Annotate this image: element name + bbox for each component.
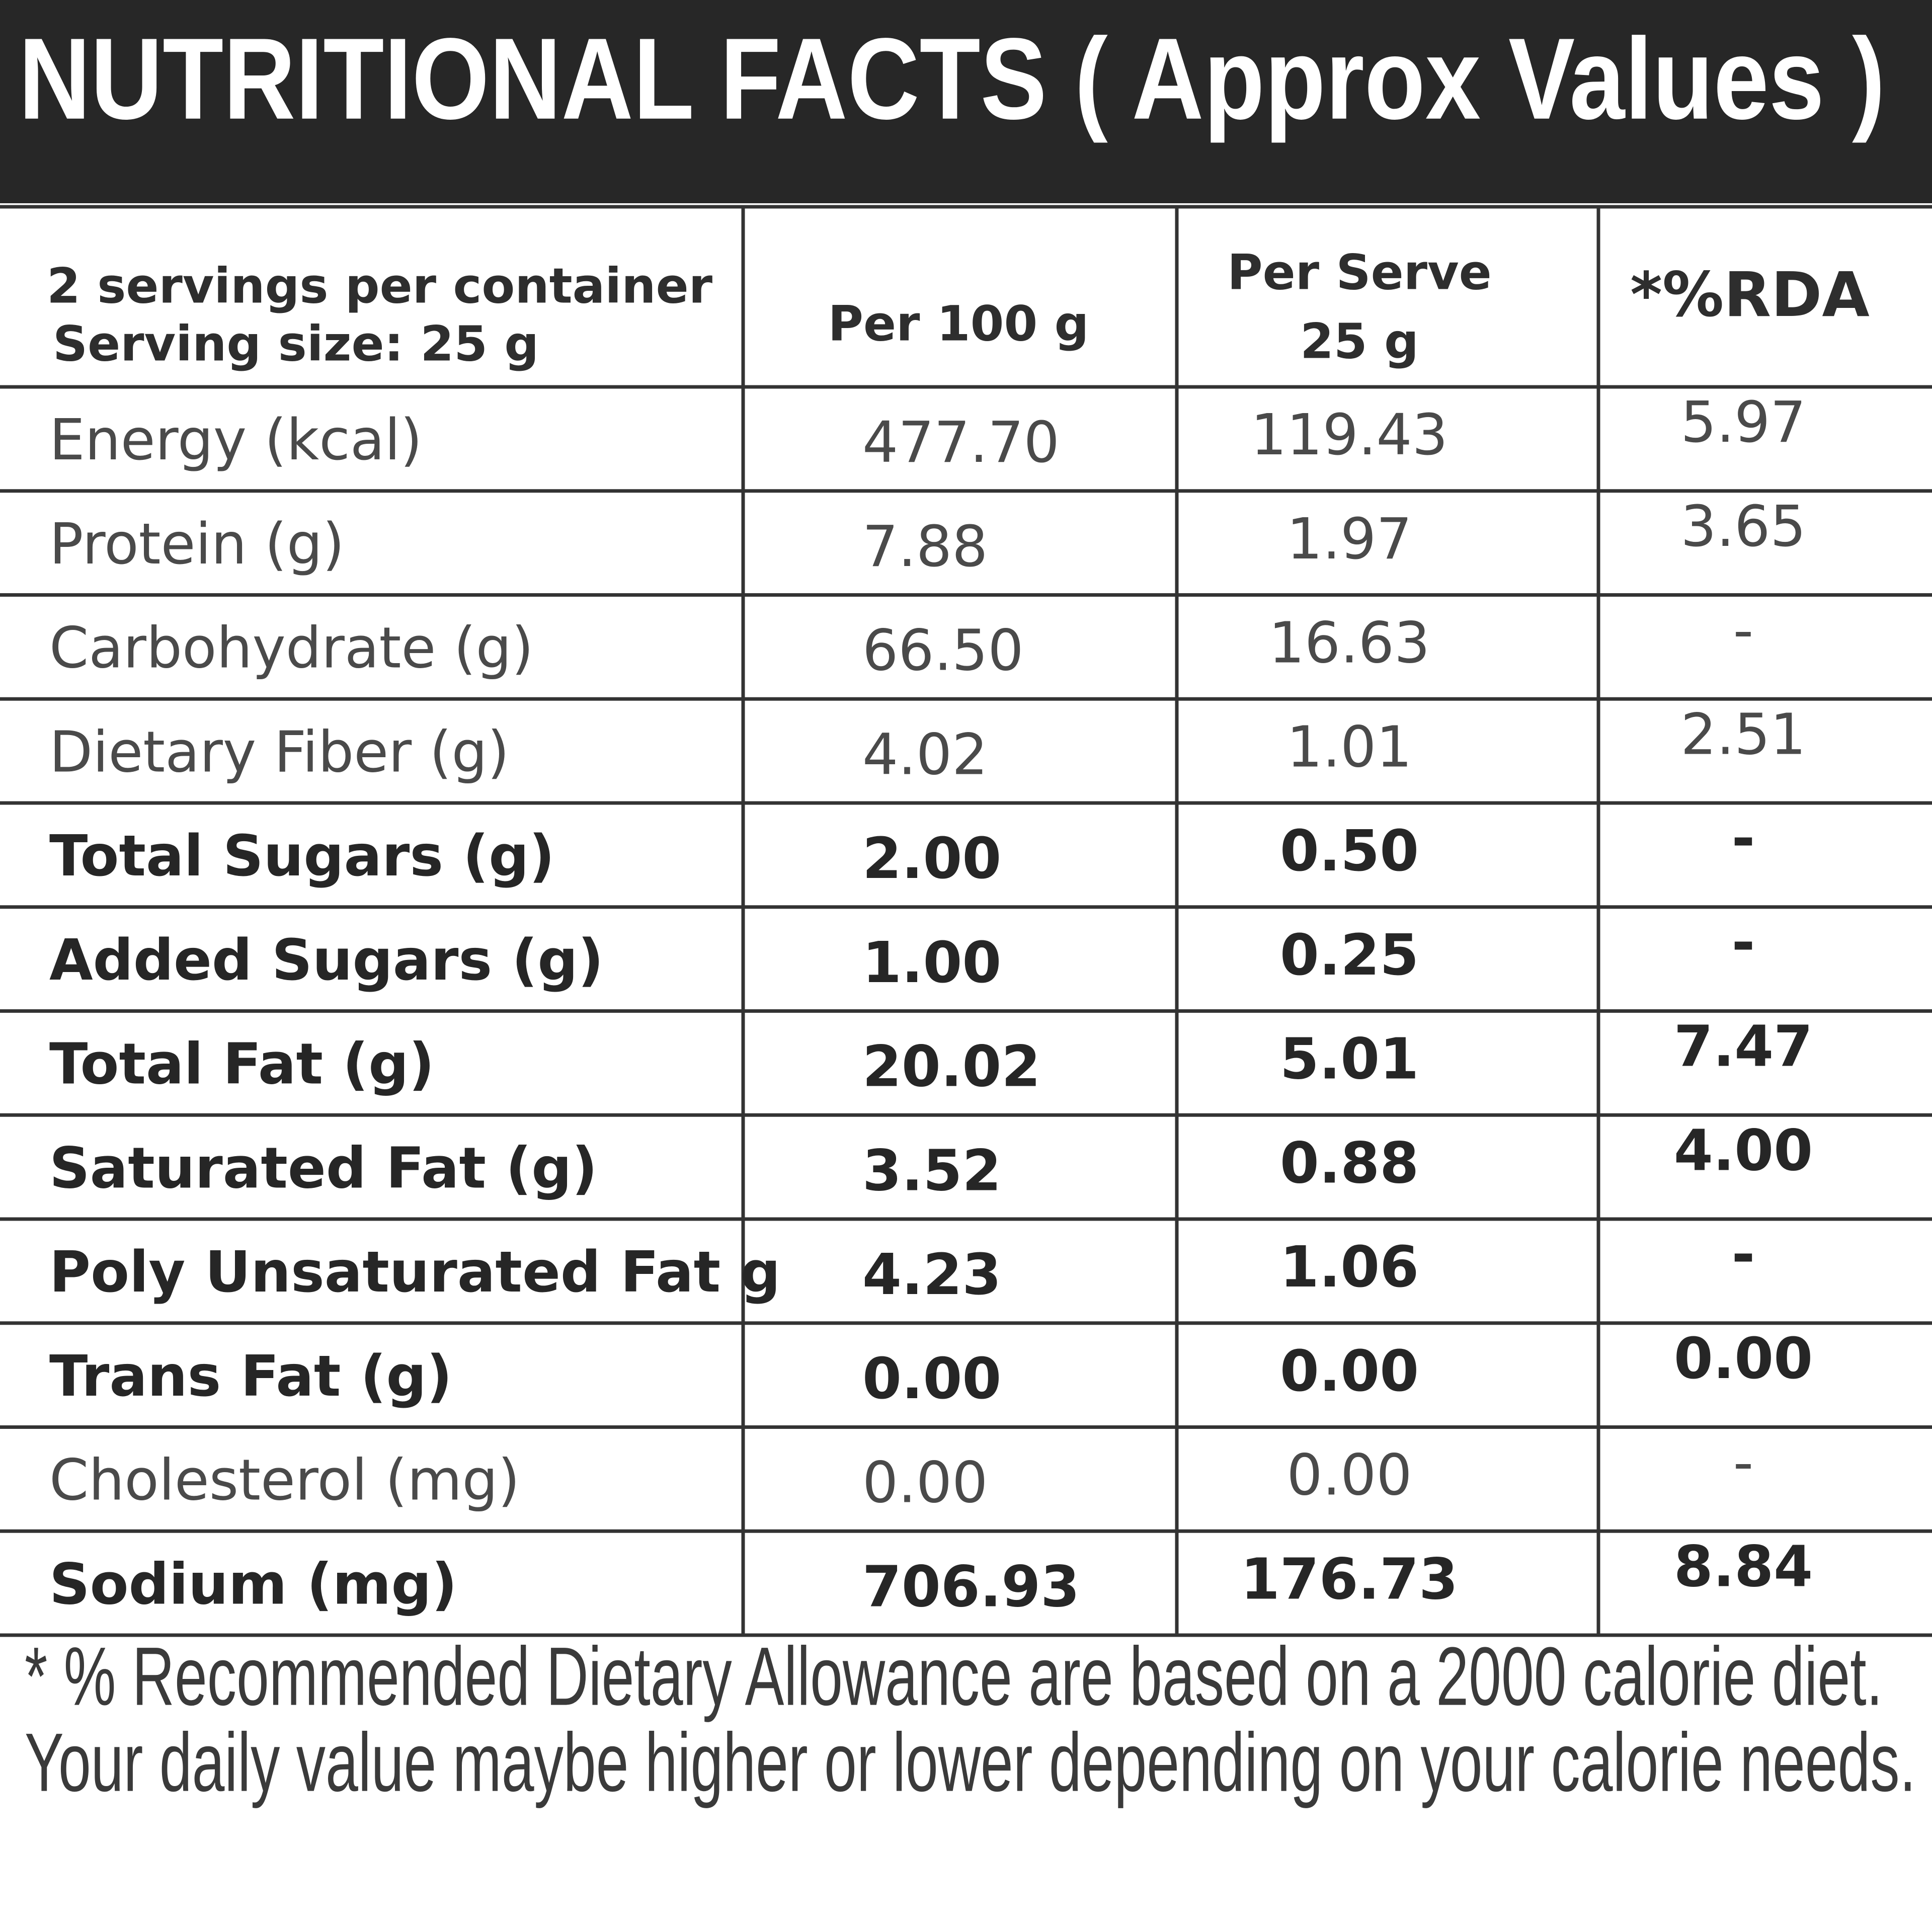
nutrient-value: 2.00	[862, 826, 1001, 892]
nutrient-value: 0.25	[1280, 923, 1419, 988]
nutrient-name: Dietary Fiber (g)	[49, 719, 509, 785]
nutrient-value: 0.00	[1280, 1339, 1419, 1404]
nutrient-value: 0.00	[1674, 1326, 1813, 1392]
nutrient-value: 477.70	[862, 410, 1060, 475]
nutrient-value: -	[1732, 910, 1755, 976]
nutrient-value: -	[1733, 598, 1753, 664]
nutrient-value: 3.65	[1680, 494, 1806, 559]
nutrient-value: 1.00	[862, 930, 1001, 996]
column-header: Per Serve	[1227, 244, 1492, 300]
nutrient-value: 0.00	[1286, 1443, 1412, 1508]
nutrient-value: 1.01	[1286, 714, 1412, 780]
nutrient-value: 8.84	[1674, 1534, 1813, 1599]
nutrient-name: Trans Fat (g)	[49, 1344, 452, 1409]
nutrient-value: -	[1733, 1430, 1753, 1496]
nutrient-value: 7.47	[1674, 1014, 1813, 1080]
nutrient-value: 5.01	[1280, 1027, 1419, 1092]
nutrient-value: 0.88	[1280, 1131, 1419, 1196]
nutrient-name: Total Sugars (g)	[49, 824, 555, 889]
nutrient-value: 0.00	[862, 1346, 1001, 1412]
column-header: Serving size: 25 g	[53, 315, 539, 372]
nutrient-value: 7.88	[862, 514, 988, 580]
nutrient-name: Carbohydrate (g)	[49, 616, 533, 681]
nutrient-name: Saturated Fat (g)	[49, 1136, 598, 1201]
column-header: *%RDA	[1630, 259, 1870, 331]
nutrient-name: Poly Unsaturated Fat g	[49, 1240, 780, 1305]
footnote: Your daily value maybe higher or lower d…	[25, 1716, 1916, 1809]
column-header: 2 servings per container	[47, 258, 713, 314]
title: NUTRITIONAL FACTS ( Approx Values )	[19, 14, 1885, 143]
nutrient-name: Protein (g)	[49, 512, 345, 577]
title-bar	[0, 0, 1932, 203]
footnote: * % Recommended Dietary Allowance are ba…	[25, 1630, 1883, 1723]
nutrient-value: 66.50	[862, 618, 1024, 684]
nutrient-value: 1.06	[1280, 1235, 1419, 1300]
nutrient-value: 16.63	[1269, 611, 1430, 676]
column-header: Per 100 g	[828, 295, 1089, 352]
nutrient-name: Energy (kcal)	[49, 408, 422, 473]
nutrient-value: 176.73	[1241, 1547, 1458, 1612]
nutrient-value: 4.00	[1674, 1118, 1813, 1183]
nutrient-name: Total Fat (g)	[49, 1032, 435, 1097]
nutrient-value: 119.43	[1251, 403, 1448, 468]
nutrient-value: 0.00	[862, 1451, 988, 1516]
nutrient-value: 706.93	[862, 1554, 1080, 1620]
nutrient-name: Added Sugars (g)	[49, 928, 604, 993]
nutrient-value: 5.97	[1680, 390, 1806, 455]
nutrient-value: 4.02	[862, 722, 988, 787]
nutrient-value: 4.23	[862, 1242, 1001, 1308]
nutrient-name: Cholesterol (mg)	[49, 1448, 520, 1513]
nutrient-value: -	[1732, 806, 1755, 871]
nutrient-value: 0.50	[1280, 819, 1419, 884]
nutrient-value: 2.51	[1680, 702, 1806, 767]
nutrient-name: Sodium (mg)	[49, 1552, 457, 1617]
nutrient-value: 20.02	[862, 1034, 1040, 1100]
nutrient-value: -	[1732, 1222, 1755, 1287]
nutrient-value: 1.97	[1286, 507, 1412, 572]
nutrient-value: 3.52	[862, 1138, 1001, 1203]
column-header: 25 g	[1300, 313, 1419, 369]
